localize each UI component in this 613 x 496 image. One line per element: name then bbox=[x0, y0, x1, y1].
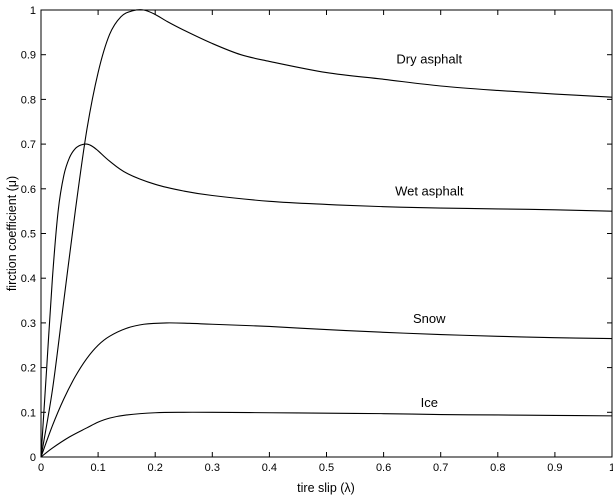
x-tick-label: 0.4 bbox=[262, 462, 277, 474]
annotation-snow: Snow bbox=[413, 311, 446, 326]
x-tick-label: 0.3 bbox=[205, 462, 220, 474]
x-tick-label: 0.6 bbox=[376, 462, 391, 474]
annotation-ice: Ice bbox=[421, 395, 438, 410]
annotation-dry-asphalt: Dry asphalt bbox=[396, 52, 462, 67]
x-tick-label: 0 bbox=[38, 462, 44, 474]
y-tick-label: 0.6 bbox=[21, 184, 36, 196]
x-tick-label: 0.7 bbox=[433, 462, 448, 474]
y-tick-label: 0.7 bbox=[21, 139, 36, 151]
y-tick-label: 0.5 bbox=[21, 229, 36, 241]
y-tick-label: 0.4 bbox=[21, 273, 36, 285]
x-axis-label: tire slip (λ) bbox=[297, 481, 355, 495]
x-tick-label: 0.2 bbox=[148, 462, 163, 474]
y-tick-label: 0 bbox=[30, 452, 36, 464]
y-tick-label: 0.3 bbox=[21, 318, 36, 330]
y-tick-label: 0.9 bbox=[21, 50, 36, 62]
y-tick-label: 0.2 bbox=[21, 363, 36, 375]
x-tick-label: 0.8 bbox=[490, 462, 505, 474]
x-tick-label: 0.9 bbox=[547, 462, 562, 474]
x-tick-label: 0.1 bbox=[90, 462, 105, 474]
y-tick-label: 1 bbox=[30, 5, 36, 17]
y-axis-label: firction coefficient (μ) bbox=[5, 176, 19, 291]
y-tick-label: 0.1 bbox=[21, 407, 36, 419]
x-tick-label: 1 bbox=[609, 462, 613, 474]
x-tick-label: 0.5 bbox=[319, 462, 334, 474]
y-tick-label: 0.8 bbox=[21, 94, 36, 106]
plot-area-frame bbox=[41, 10, 612, 457]
annotation-wet-asphalt: Wet asphalt bbox=[395, 184, 464, 199]
